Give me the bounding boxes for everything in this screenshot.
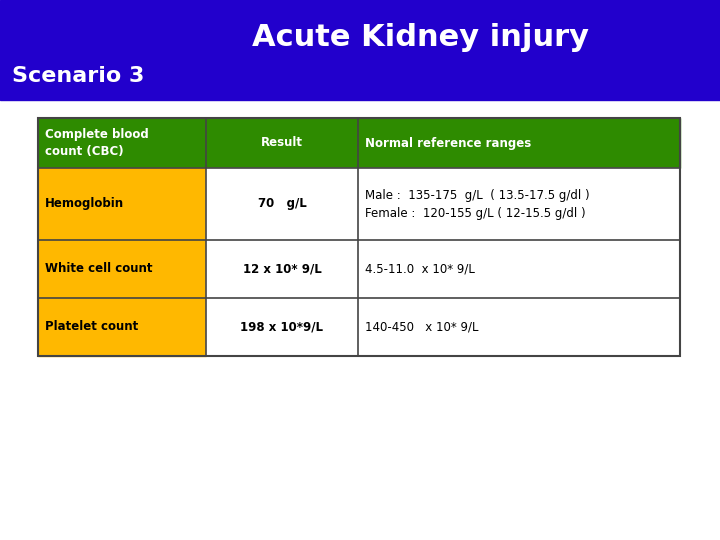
Text: Platelet count: Platelet count [45,321,138,334]
Text: Acute Kidney injury: Acute Kidney injury [251,24,588,52]
Bar [38,118,680,356]
Text: Hemoglobin: Hemoglobin [45,198,124,211]
Bar [0,0,720,100]
Bar [358,298,680,356]
Bar [358,118,680,168]
Text: White cell count: White cell count [45,262,153,275]
Text: 140-450   x 10* 9/L: 140-450 x 10* 9/L [365,321,479,334]
Bar [206,298,358,356]
Bar [38,168,206,240]
Text: Result: Result [261,137,303,150]
Bar [38,118,206,168]
Text: Complete blood
count (CBC): Complete blood count (CBC) [45,128,149,158]
Text: Male :  135-175  g/L  ( 13.5-17.5 g/dl )
Female :  120-155 g/L ( 12-15.5 g/dl ): Male : 135-175 g/L ( 13.5-17.5 g/dl ) Fe… [365,188,590,219]
Text: 4.5-11.0  x 10* 9/L: 4.5-11.0 x 10* 9/L [365,262,475,275]
Bar [358,240,680,298]
Text: 12 x 10* 9/L: 12 x 10* 9/L [243,262,321,275]
Text: Scenario 3: Scenario 3 [12,66,145,86]
Text: 70   g/L: 70 g/L [258,198,307,211]
Bar [206,240,358,298]
Bar [206,168,358,240]
Bar [206,118,358,168]
Text: Normal reference ranges: Normal reference ranges [365,137,531,150]
Bar [38,240,206,298]
Bar [38,118,680,356]
Bar [358,168,680,240]
Text: 198 x 10*9/L: 198 x 10*9/L [240,321,323,334]
Bar [38,298,206,356]
